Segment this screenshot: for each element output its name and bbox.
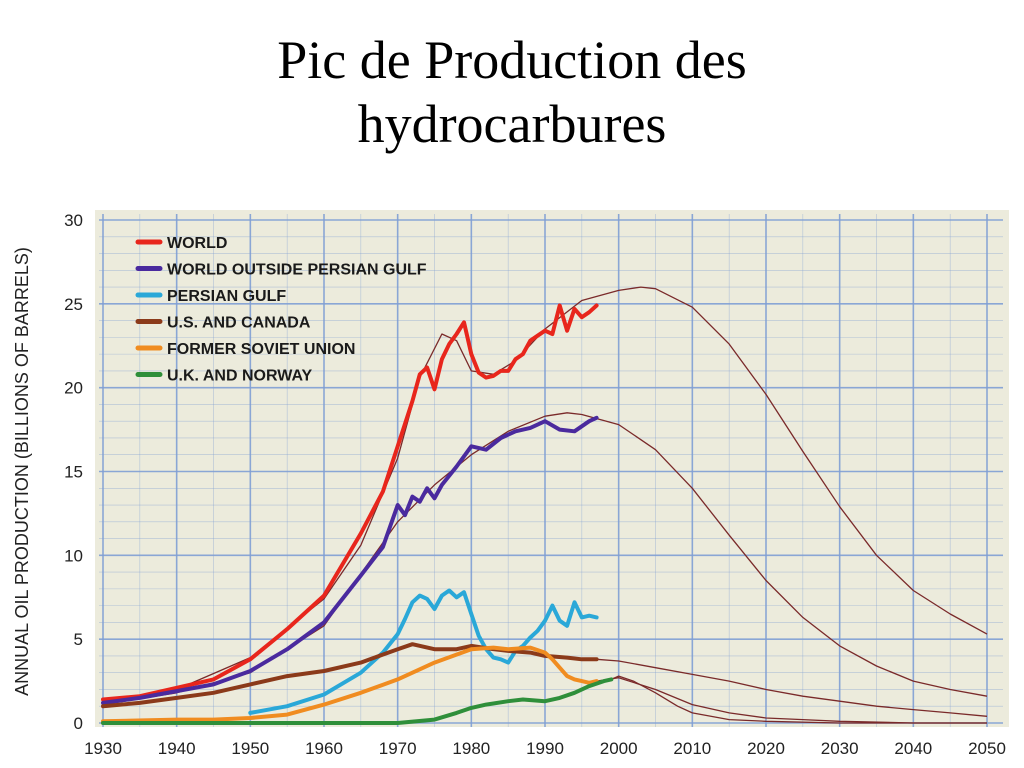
- oil-production-chart: 1930 1940 1950 1960 1970 1980 1990 2000 2010 2020…: [12, 210, 1009, 758]
- x-tick-label: 2040: [894, 739, 932, 758]
- x-tick-labels: 1930 1940 1950 1960 1970 1980 1990 2000 2010 2020…: [84, 739, 1006, 758]
- y-tick-labels: 0 5 10 15 20 25 30: [64, 211, 83, 733]
- legend-item-u-s-and-canada: U.S. AND CANADA: [135, 315, 311, 332]
- legend-label: WORLD: [167, 235, 227, 252]
- x-tick-label: 1990: [526, 739, 564, 758]
- slide-title: Pic de Production des hydrocarbures: [0, 28, 1024, 156]
- legend-item-world: WORLD: [135, 235, 227, 252]
- y-axis-label: ANNUAL OIL PRODUCTION (BILLIONS OF BARRE…: [12, 247, 32, 696]
- legend-label: U.K. AND NORWAY: [167, 368, 313, 385]
- x-tick-label: 1950: [231, 739, 269, 758]
- x-tick-label: 2000: [600, 739, 638, 758]
- data-series: [101, 303, 614, 725]
- x-tick-label: 2010: [673, 739, 711, 758]
- legend-label: FORMER SOVIET UNION: [167, 341, 355, 358]
- legend-item-persian-gulf: PERSIAN GULF: [135, 288, 286, 305]
- plot-background: [95, 210, 1009, 727]
- y-tick-label: 30: [64, 211, 83, 230]
- slide-title-line1: Pic de Production des: [277, 30, 747, 90]
- series-world-outside-persian-gulf: [101, 415, 599, 705]
- x-tick-label: 1970: [379, 739, 417, 758]
- legend-item-world-outside-persian-gulf: WORLD OUTSIDE PERSIAN GULF: [135, 262, 427, 279]
- legend-label: PERSIAN GULF: [167, 288, 286, 305]
- y-tick-label: 25: [64, 295, 83, 314]
- x-tick-label: 2050: [968, 739, 1006, 758]
- projection-u-s-and-canada: [596, 658, 988, 717]
- y-tick-label: 5: [74, 630, 83, 649]
- x-tick-label: 1930: [84, 739, 122, 758]
- series-world: [101, 303, 599, 702]
- x-tick-label: 1940: [158, 739, 196, 758]
- legend-item-former-soviet-union: FORMER SOVIET UNION: [135, 341, 355, 358]
- legend: WORLD WORLD OUTSIDE PERSIAN GULF PERSIAN G…: [135, 235, 427, 385]
- x-tick-label: 1960: [305, 739, 343, 758]
- y-tick-label: 15: [64, 463, 83, 482]
- y-tick-label: 20: [64, 379, 83, 398]
- x-tick-label: 2030: [821, 739, 859, 758]
- legend-label: WORLD OUTSIDE PERSIAN GULF: [167, 262, 427, 279]
- projection-u-k-and-norway: [611, 675, 987, 724]
- legend-item-u-k-and-norway: U.K. AND NORWAY: [135, 368, 313, 385]
- x-tick-label: 1980: [452, 739, 490, 758]
- series-u-k-and-norway: [101, 677, 614, 725]
- series-former-soviet-union: [101, 645, 599, 724]
- y-tick-label: 0: [74, 714, 83, 733]
- series-persian-gulf: [248, 588, 599, 715]
- x-tick-label: 2020: [747, 739, 785, 758]
- y-tick-label: 10: [64, 546, 83, 565]
- series-u-s-and-canada: [101, 642, 599, 709]
- slide-title-line2: hydrocarbures: [357, 94, 667, 154]
- legend-label: U.S. AND CANADA: [167, 315, 311, 332]
